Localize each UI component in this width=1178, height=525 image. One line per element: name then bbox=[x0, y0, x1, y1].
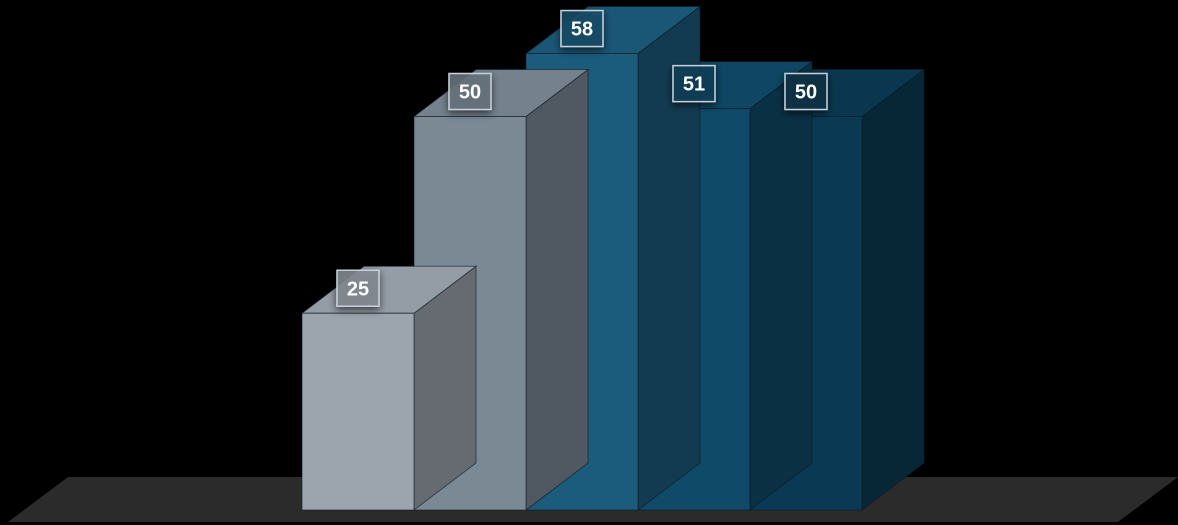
data-label-box bbox=[784, 72, 828, 111]
data-label: 51 bbox=[672, 64, 716, 103]
data-label: 50 bbox=[784, 72, 828, 111]
bar-side-face bbox=[525, 68, 589, 512]
data-label-box bbox=[672, 64, 716, 103]
data-label-text: 50 bbox=[459, 82, 481, 104]
data-label-text: 58 bbox=[571, 19, 593, 41]
data-label-box bbox=[336, 269, 380, 307]
data-label-text: 51 bbox=[683, 74, 705, 96]
bar-1 bbox=[300, 265, 478, 512]
data-label-text: 25 bbox=[347, 278, 369, 300]
bars-layer bbox=[300, 5, 926, 512]
data-label-box bbox=[448, 72, 492, 111]
data-label-box bbox=[560, 9, 604, 48]
data-label: 58 bbox=[560, 9, 604, 48]
data-label: 50 bbox=[448, 72, 492, 111]
bar-side-face bbox=[749, 60, 813, 512]
data-label-text: 50 bbox=[795, 82, 817, 104]
data-labels-layer: 50 51 58 50 25 bbox=[336, 9, 828, 307]
bar-side-face bbox=[861, 68, 925, 512]
data-label: 25 bbox=[336, 269, 380, 307]
bar-front-face bbox=[301, 312, 415, 511]
